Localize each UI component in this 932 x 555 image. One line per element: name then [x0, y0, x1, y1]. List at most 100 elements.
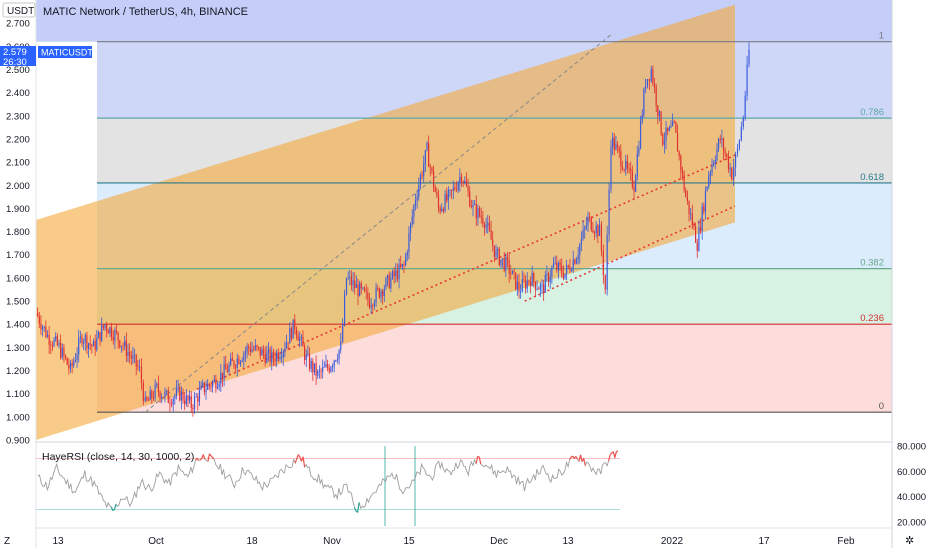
candle-body: [129, 352, 130, 355]
candle-body: [384, 288, 385, 295]
candle-body: [446, 194, 447, 200]
candle-body: [707, 187, 708, 191]
y-tick-label: 2.200: [6, 134, 30, 145]
candle-body: [65, 356, 66, 359]
candle-body: [204, 383, 205, 392]
candle-body: [118, 332, 119, 340]
candle-body: [230, 358, 231, 365]
candle-body: [103, 325, 104, 327]
rsi-oversold-segment: [114, 504, 116, 509]
candle-body: [113, 337, 114, 340]
candle-body: [582, 230, 583, 239]
candle-body: [568, 265, 569, 266]
rsi-title: HayeRSI (close, 14, 30, 1000, 2): [42, 451, 194, 463]
timezone-icon[interactable]: Z: [4, 536, 10, 547]
candle-body: [721, 139, 722, 140]
rsi-overbought-segment: [581, 455, 583, 462]
candle-body: [453, 187, 454, 190]
candle-body: [279, 357, 280, 359]
y-tick-label: 1.600: [6, 273, 30, 284]
candle-body: [489, 223, 490, 230]
candle-body: [101, 325, 102, 340]
candle-body: [504, 258, 505, 270]
candle-body: [293, 319, 294, 338]
candle-body: [603, 251, 604, 275]
candle-body: [558, 263, 559, 271]
candle-body: [672, 121, 673, 126]
candle-body: [684, 174, 685, 190]
candle-body: [40, 323, 41, 329]
candle-body: [181, 392, 182, 401]
candle-body: [182, 392, 183, 401]
settings-gear-icon[interactable]: ✲: [905, 535, 914, 547]
fib-level-label: 0.236: [860, 313, 884, 324]
candle-body: [284, 348, 285, 351]
candle-body: [194, 397, 195, 409]
candle-body: [716, 149, 717, 160]
candle-body: [304, 346, 305, 360]
candle-body: [312, 361, 313, 372]
candle-body: [335, 361, 336, 362]
candle-body: [592, 230, 593, 232]
candle-body: [189, 396, 190, 400]
candle-body: [677, 133, 678, 152]
x-tick-label: Nov: [323, 536, 341, 547]
candle-body: [150, 391, 151, 400]
candle-body: [540, 285, 541, 290]
x-tick-label: 13: [562, 536, 574, 547]
y-tick-label: 0.900: [6, 436, 30, 447]
candle-body: [679, 152, 680, 156]
rsi-overbought-segment: [615, 452, 617, 458]
candle-body: [492, 240, 493, 246]
candle-body: [630, 168, 631, 171]
candle-body: [337, 359, 338, 360]
candle-body: [662, 134, 663, 145]
candle-body: [652, 69, 653, 83]
candle-body: [317, 371, 318, 376]
rsi-overbought-segment: [479, 457, 481, 464]
candle-body: [627, 161, 628, 168]
candle-body: [248, 346, 249, 348]
candle-body: [471, 206, 472, 207]
candle-body: [265, 354, 266, 363]
candle-body: [617, 144, 618, 147]
candle-body: [49, 335, 50, 345]
x-tick-label: Oct: [148, 536, 164, 547]
candle-body: [497, 249, 498, 250]
candle-body: [271, 352, 272, 362]
candle-body: [253, 349, 254, 350]
candle-body: [329, 368, 330, 372]
candle-body: [42, 327, 43, 329]
candle-body: [374, 302, 375, 306]
candle-body: [687, 197, 688, 201]
candle-body: [134, 355, 135, 356]
candle-body: [461, 177, 462, 182]
candle-body: [219, 384, 220, 387]
candle-body: [487, 223, 488, 225]
candle-body: [250, 348, 251, 352]
candle-body: [748, 50, 749, 65]
candle-body: [307, 354, 308, 355]
candle-body: [85, 335, 86, 342]
candle-body: [643, 89, 644, 115]
candle-body: [158, 384, 159, 392]
candle-body: [174, 396, 175, 399]
candle-body: [728, 157, 729, 169]
candle-body: [690, 214, 691, 215]
candle-body: [551, 268, 552, 277]
candle-body: [654, 84, 655, 88]
candle-body: [466, 181, 467, 186]
candle-body: [344, 294, 345, 324]
x-tick-label: Dec: [490, 536, 508, 547]
candle-body: [451, 190, 452, 191]
candle-body: [357, 284, 358, 296]
candle-body: [702, 206, 703, 231]
candle-body: [723, 139, 724, 151]
candle-body: [553, 264, 554, 268]
candle-body: [394, 271, 395, 276]
candle-body: [563, 273, 564, 278]
candle-body: [62, 348, 63, 358]
candle-body: [571, 270, 572, 271]
candle-body: [52, 345, 53, 346]
candle-body: [80, 337, 81, 338]
